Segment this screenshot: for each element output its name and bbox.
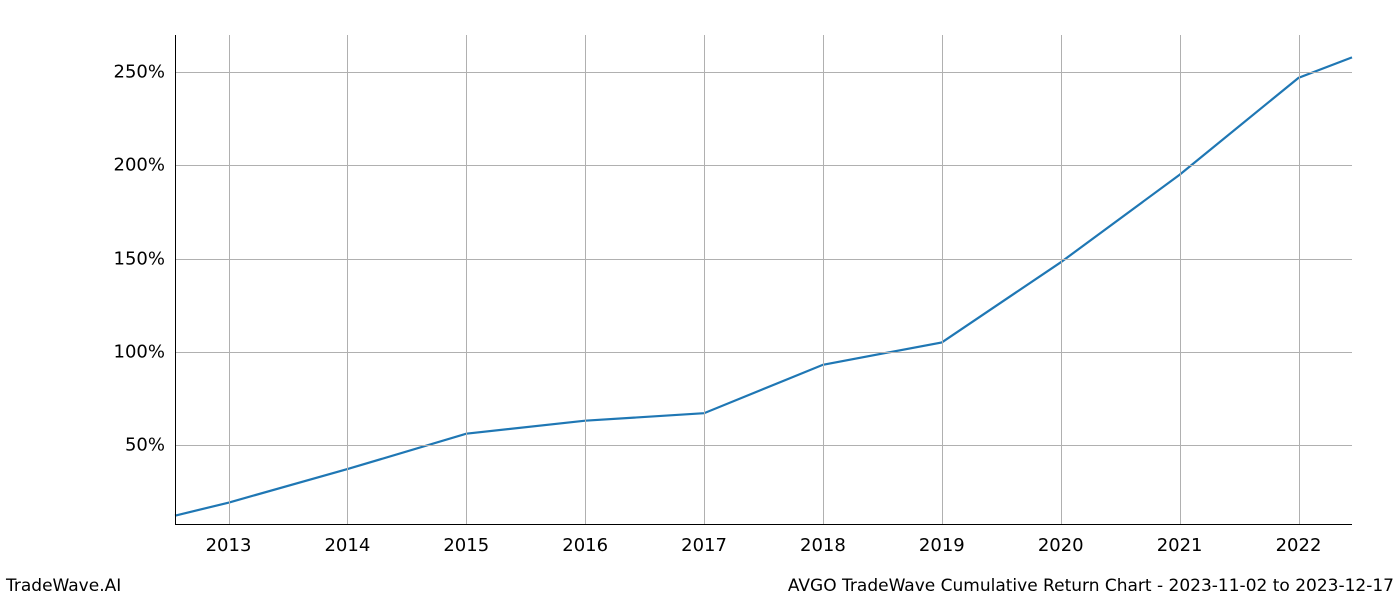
grid-line-h — [175, 72, 1352, 73]
x-tick-label: 2016 — [562, 535, 608, 556]
x-tick-label: 2013 — [206, 535, 252, 556]
grid-line-v — [347, 35, 348, 525]
chart-container: TradeWave.AI AVGO TradeWave Cumulative R… — [0, 0, 1400, 600]
grid-line-v — [229, 35, 230, 525]
grid-line-v — [1299, 35, 1300, 525]
grid-line-v — [585, 35, 586, 525]
line-series — [175, 35, 1352, 525]
y-tick-label: 250% — [105, 62, 165, 83]
grid-line-v — [823, 35, 824, 525]
grid-line-v — [466, 35, 467, 525]
x-tick-label: 2020 — [1038, 535, 1084, 556]
x-tick-label: 2014 — [324, 535, 370, 556]
plot-area — [175, 35, 1352, 525]
grid-line-h — [175, 352, 1352, 353]
y-tick-label: 150% — [105, 248, 165, 269]
x-tick-label: 2021 — [1157, 535, 1203, 556]
x-tick-label: 2017 — [681, 535, 727, 556]
footer-right: AVGO TradeWave Cumulative Return Chart -… — [788, 576, 1394, 596]
y-tick-label: 100% — [105, 341, 165, 362]
grid-line-v — [942, 35, 943, 525]
grid-line-h — [175, 259, 1352, 260]
grid-line-v — [704, 35, 705, 525]
y-tick-label: 200% — [105, 155, 165, 176]
y-tick-label: 50% — [105, 434, 165, 455]
x-tick-label: 2022 — [1276, 535, 1322, 556]
x-tick-label: 2015 — [443, 535, 489, 556]
spine-bottom — [175, 524, 1352, 525]
x-tick-label: 2018 — [800, 535, 846, 556]
grid-line-h — [175, 165, 1352, 166]
spine-left — [175, 35, 176, 525]
grid-line-v — [1180, 35, 1181, 525]
grid-line-v — [1061, 35, 1062, 525]
series-line — [175, 57, 1352, 515]
footer-left: TradeWave.AI — [6, 576, 121, 596]
x-tick-label: 2019 — [919, 535, 965, 556]
grid-line-h — [175, 445, 1352, 446]
